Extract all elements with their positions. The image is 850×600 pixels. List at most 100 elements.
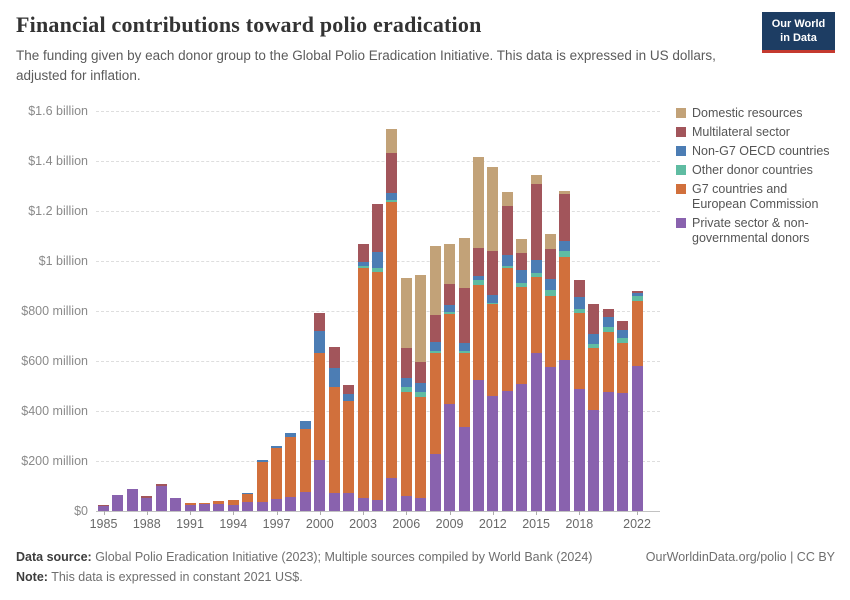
bar-2021[interactable]	[617, 320, 629, 511]
bar-segment	[617, 393, 629, 511]
bar-2002[interactable]	[343, 384, 355, 511]
bar-segment	[386, 128, 398, 153]
bar-1987[interactable]	[126, 488, 138, 511]
bar-segment	[501, 267, 513, 391]
bar-segment	[588, 303, 600, 334]
bar-segment	[429, 342, 441, 351]
bar-segment	[472, 248, 484, 276]
bar-1989[interactable]	[155, 484, 167, 511]
bar-segment	[545, 248, 557, 279]
legend-item-g7-european-commission[interactable]: G7 countries and European Commission	[676, 182, 844, 212]
x-axis-tick-label: 2015	[522, 517, 550, 531]
bar-2000[interactable]	[314, 313, 326, 511]
bar-segment	[184, 502, 196, 506]
bar-segment	[429, 314, 441, 343]
bar-segment	[415, 383, 427, 392]
legend-label: Domestic resources	[692, 106, 803, 120]
bar-2003[interactable]	[357, 243, 369, 511]
bar-segment	[357, 268, 369, 499]
bar-segment	[227, 499, 239, 505]
x-axis-tick-mark	[406, 511, 408, 515]
bar-segment	[343, 493, 355, 511]
x-axis-tick-mark	[449, 511, 451, 515]
bar-1991[interactable]	[184, 502, 196, 511]
bar-1993[interactable]	[213, 501, 225, 511]
bar-segment	[472, 284, 484, 380]
bar-segment	[472, 275, 484, 280]
bar-2018[interactable]	[573, 280, 585, 511]
bar-segment	[545, 234, 557, 249]
bar-segment	[371, 500, 383, 511]
bar-segment	[444, 403, 456, 511]
bar-segment	[328, 387, 340, 494]
bar-2019[interactable]	[588, 303, 600, 511]
bar-segment	[458, 427, 470, 511]
owid-logo[interactable]: Our World in Data	[762, 12, 835, 53]
bar-segment	[559, 256, 571, 360]
bar-segment	[386, 477, 398, 511]
bar-segment	[516, 283, 528, 288]
bar-1994[interactable]	[227, 499, 239, 511]
bar-segment	[400, 391, 412, 497]
bar-2012[interactable]	[487, 167, 499, 511]
bar-segment	[530, 183, 542, 260]
bar-segment	[545, 296, 557, 367]
bar-1992[interactable]	[198, 502, 210, 511]
data-source-text: Data source: Global Polio Eradication In…	[16, 550, 593, 564]
legend-swatch-icon	[676, 127, 686, 137]
chart-header: Financial contributions toward polio era…	[16, 12, 756, 85]
bar-2005[interactable]	[386, 128, 398, 511]
owid-polio-link[interactable]: OurWorldinData.org/polio | CC BY	[645, 550, 835, 564]
bar-2009[interactable]	[444, 244, 456, 511]
legend-item-private-sector[interactable]: Private sector & non-governmental donors	[676, 216, 844, 246]
bar-segment	[271, 445, 283, 449]
bar-1995[interactable]	[242, 493, 254, 511]
legend-item-domestic-resources[interactable]: Domestic resources	[676, 106, 844, 121]
bar-2016[interactable]	[545, 234, 557, 511]
bar-segment	[588, 333, 600, 344]
bar-1990[interactable]	[170, 498, 182, 511]
bar-2017[interactable]	[559, 191, 571, 511]
bar-2020[interactable]	[602, 308, 614, 511]
bar-1985[interactable]	[98, 504, 109, 511]
x-axis-tick-label: 2022	[623, 517, 651, 531]
bar-2008[interactable]	[429, 245, 441, 511]
bar-segment	[588, 348, 600, 410]
bar-1988[interactable]	[141, 496, 153, 511]
bar-segment	[170, 498, 182, 511]
bar-2006[interactable]	[400, 278, 412, 511]
bar-2010[interactable]	[458, 238, 470, 511]
bar-segment	[602, 308, 614, 317]
bar-1998[interactable]	[285, 432, 297, 511]
bar-2022[interactable]	[631, 291, 643, 511]
x-axis-tick-label: 1994	[219, 517, 248, 531]
legend-item-multilateral-sector[interactable]: Multilateral sector	[676, 125, 844, 140]
bar-2013[interactable]	[501, 192, 513, 511]
x-axis-tick-label: 1997	[262, 517, 291, 531]
bar-segment	[530, 259, 542, 274]
owid-logo-line2: in Data	[780, 32, 817, 45]
bar-segment	[631, 291, 643, 294]
legend-item-non-g7-oecd[interactable]: Non-G7 OECD countries	[676, 144, 844, 159]
bar-1996[interactable]	[256, 459, 268, 511]
x-axis-tick-mark	[190, 511, 192, 515]
bar-2007[interactable]	[415, 275, 427, 511]
bar-2001[interactable]	[328, 347, 340, 511]
bar-1986[interactable]	[112, 494, 124, 511]
bar-segment	[299, 420, 311, 430]
bar-2011[interactable]	[472, 157, 484, 511]
bar-2015[interactable]	[530, 175, 542, 511]
bar-1999[interactable]	[299, 420, 311, 511]
bar-2014[interactable]	[516, 239, 528, 511]
bar-segment	[415, 361, 427, 384]
bar-segment	[415, 275, 427, 362]
bar-segment	[559, 251, 571, 257]
bar-segment	[328, 347, 340, 368]
bar-segment	[256, 459, 268, 463]
legend-item-other-donor-countries[interactable]: Other donor countries	[676, 163, 844, 178]
legend-swatch-icon	[676, 218, 686, 228]
bar-1997[interactable]	[271, 445, 283, 511]
bar-segment	[530, 273, 542, 278]
bar-2004[interactable]	[371, 204, 383, 511]
